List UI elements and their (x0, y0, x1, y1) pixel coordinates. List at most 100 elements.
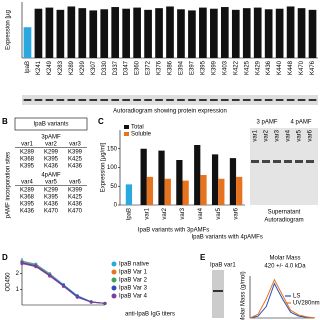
gel-band (122, 99, 130, 101)
gel-band (56, 99, 65, 101)
gel-band (210, 99, 218, 101)
point (48, 274, 52, 278)
legend-label: IpaB Var 1 (119, 270, 148, 276)
x-tick-label: K241 (36, 60, 42, 75)
panel-letter: B (2, 117, 8, 126)
gel-band (133, 99, 141, 101)
x-tick-label: var1 (144, 207, 150, 219)
col-header: var5 (45, 180, 57, 186)
cell: K436 (44, 202, 59, 208)
cell: K436 (20, 209, 35, 215)
bar (264, 9, 273, 59)
gel-band (166, 99, 174, 101)
x-tick-label: IpaB (25, 61, 31, 73)
gel-band (67, 99, 76, 101)
gel-lane: var5 (297, 129, 303, 141)
gel-band (89, 99, 98, 101)
cell: K289 (20, 188, 35, 194)
bar (188, 10, 196, 58)
x-tick-label: K307 (91, 60, 97, 75)
bar (211, 154, 219, 205)
cell: K436 (44, 164, 59, 170)
y-tick-label: 100 (107, 165, 118, 171)
bar (200, 175, 207, 205)
gel-band (100, 99, 109, 101)
cell: K368 (20, 157, 35, 163)
cell: K470 (68, 209, 83, 215)
series-line (21, 260, 106, 304)
x-tick-label: var3 (180, 207, 186, 219)
x-tick-label: D347 (124, 60, 130, 75)
gel-label: Supernatant (268, 210, 301, 216)
inset-label: IpaB var1 (210, 263, 236, 269)
y-tick-label: 2 (16, 271, 20, 277)
x-tick-label: D337 (113, 60, 119, 75)
gel-band (34, 99, 43, 101)
x-tick-label: var4 (198, 207, 204, 219)
gel-band (111, 99, 120, 101)
x-tick-label: K395 (200, 60, 206, 75)
bar (229, 158, 237, 205)
cell: K436 (68, 202, 83, 208)
legend-swatch (124, 132, 129, 136)
legend-label: UV280nm (293, 301, 320, 307)
gel-band (297, 99, 306, 101)
x-tick-label: K436 (266, 60, 272, 75)
bar (297, 8, 306, 58)
x-tick-label: K299 (80, 60, 86, 75)
cell: K299 (44, 188, 59, 194)
gel-band (273, 160, 281, 163)
panel-letter: C (98, 117, 104, 126)
y-axis-label: Expression [µg (6, 10, 12, 50)
bar (176, 160, 183, 205)
y-tick-label: 50 (110, 184, 117, 190)
cell: K395 (44, 157, 59, 163)
gel-band (262, 160, 270, 163)
x-tick-label: K448 (288, 60, 294, 75)
gel-band (220, 99, 229, 101)
gel-band (155, 99, 163, 101)
gel-lane: var2 (264, 129, 270, 141)
col-header: var3 (69, 142, 81, 148)
legend-marker (111, 269, 117, 275)
legend-label: LS (293, 294, 300, 300)
x-tick-label: K425 (244, 60, 250, 75)
x-tick-label: K386 (168, 60, 174, 75)
x-tick-label: K283 (58, 60, 64, 75)
cell: K395 (20, 164, 35, 170)
gel-group: 4 pAMF (290, 120, 311, 126)
gel-band (78, 99, 87, 101)
legend-marker (111, 277, 117, 283)
gel-band (286, 99, 295, 101)
group-name: 4pAMF (41, 173, 61, 179)
gel-band (308, 99, 317, 101)
table-title-box (14, 117, 88, 131)
bar (133, 7, 141, 59)
gel-lane: var4 (286, 129, 292, 141)
x-tick-label: K399 (211, 60, 217, 75)
cell: K399 (68, 188, 83, 194)
x-tick-label: K376 (157, 60, 163, 75)
bar (45, 7, 54, 59)
cell: K425 (68, 195, 83, 201)
y-tick-label: 1 (16, 287, 20, 293)
cell: K368 (20, 195, 35, 201)
point (103, 301, 107, 306)
panel-letter: E (200, 253, 206, 262)
bar (146, 176, 154, 205)
bar (125, 184, 133, 205)
gel-group: 3 pAMF (256, 120, 277, 126)
gel-band (251, 160, 259, 163)
x-tick-label: var5 (216, 207, 222, 219)
bar (56, 9, 65, 58)
bar (177, 9, 185, 59)
bar (155, 8, 163, 58)
cell: K395 (20, 202, 35, 208)
point (75, 295, 79, 299)
cell: K425 (68, 157, 83, 163)
gel-band (45, 99, 54, 101)
legend-marker (111, 261, 117, 267)
y-axis-label: Expression [µg/ml] (101, 142, 107, 192)
bar (286, 6, 295, 59)
series-line (249, 282, 316, 319)
